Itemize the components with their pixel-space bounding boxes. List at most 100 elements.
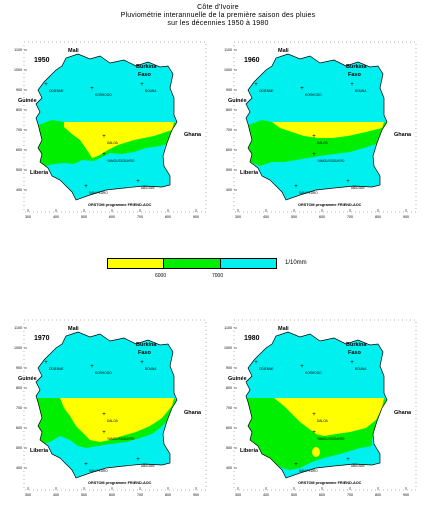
country-label-ghana: Ghana xyxy=(184,410,202,416)
country-border xyxy=(245,53,388,201)
x-tick-label: 500 xyxy=(81,493,87,497)
x-tick-label: 400 xyxy=(263,215,269,219)
city-label: BOUNA xyxy=(145,367,157,371)
y-tick-label: 1100 xyxy=(224,326,232,330)
map-year-label: 1960 xyxy=(244,57,260,64)
city-label: YAMOUSSOUKRO xyxy=(107,159,135,163)
city-label: DALOA xyxy=(317,419,329,423)
country-label-mali: Mali xyxy=(278,326,289,332)
city-label: KORHOGO xyxy=(305,371,322,375)
credit-text: ORSTOM programme FRIEND-AOC xyxy=(298,203,362,207)
city-marker: + xyxy=(350,360,354,366)
city-label: DALOA xyxy=(317,141,329,145)
y-tick-label: 600 xyxy=(16,426,22,430)
city-label: ABIDJAN xyxy=(141,464,155,468)
country-label-mali: Mali xyxy=(68,326,79,332)
city-marker: + xyxy=(300,86,304,92)
country-label-faso: Faso xyxy=(138,350,151,356)
y-tick-label: 800 xyxy=(226,108,232,112)
country-label-ghana: Ghana xyxy=(184,132,202,138)
rainfall-map-1980: 1100 1000 900 800 700 600 500 400 300 400 500 600 70… xyxy=(224,319,417,497)
city-marker: + xyxy=(346,179,350,185)
title-line-3: sur les décennies 1950 à 1980 xyxy=(167,20,269,27)
x-tick-label: 600 xyxy=(109,493,115,497)
country-label-burkina: Burkina xyxy=(346,64,367,70)
city-label: BOUNA xyxy=(355,89,367,93)
country-label-liberia: Liberia xyxy=(30,448,49,454)
country-label-ghana: Ghana xyxy=(394,410,412,416)
city-label: KORHOGO xyxy=(95,371,112,375)
city-label: SAN PEDRO xyxy=(89,191,108,195)
legend-swatch-low xyxy=(108,259,164,268)
zone-low-rainfall xyxy=(274,398,384,436)
map-year-label: 1950 xyxy=(34,57,50,64)
x-tick-label: 500 xyxy=(81,215,87,219)
y-tick-label: 600 xyxy=(226,426,232,430)
y-tick-label: 700 xyxy=(226,406,232,410)
y-tick-label: 400 xyxy=(16,188,22,192)
y-tick-label: 1000 xyxy=(14,346,22,350)
city-marker: + xyxy=(44,82,48,88)
city-marker: + xyxy=(294,184,298,190)
x-tick-label: 900 xyxy=(193,493,199,497)
city-label: SAN PEDRO xyxy=(299,469,318,473)
title-line-1: Côte d'Ivoire xyxy=(197,4,239,11)
rainfall-zones xyxy=(36,54,177,200)
legend-swatch-high xyxy=(219,259,276,268)
city-label: ABIDJAN xyxy=(351,186,365,190)
y-tick-label: 1100 xyxy=(14,326,22,330)
credit-text: ORSTOM programme FRIEND-AOC xyxy=(298,481,362,485)
y-tick-label: 1000 xyxy=(224,68,232,72)
city-marker: + xyxy=(90,364,94,370)
map-year-label: 1970 xyxy=(34,335,50,342)
x-tick-label: 700 xyxy=(347,493,353,497)
zone-low-rainfall-spot xyxy=(312,447,320,457)
city-marker: + xyxy=(140,82,144,88)
y-tick-label: 900 xyxy=(16,88,22,92)
y-tick-label: 800 xyxy=(226,386,232,390)
map-year-label: 1980 xyxy=(244,335,260,342)
city-marker: + xyxy=(102,134,106,140)
country-label-faso: Faso xyxy=(138,72,151,78)
city-marker: + xyxy=(90,86,94,92)
city-label: ABIDJAN xyxy=(141,186,155,190)
credit-text: ORSTOM programme FRIEND-AOC xyxy=(88,203,152,207)
country-label-faso: Faso xyxy=(348,350,361,356)
rainfall-map-1960: 1100 1000 900 800 700 600 500 400 300 400 500 600 70… xyxy=(224,41,417,219)
x-tick-label: 400 xyxy=(263,493,269,497)
city-marker: + xyxy=(312,412,316,418)
y-tick-label: 900 xyxy=(16,366,22,370)
city-label: ODIENNE xyxy=(49,89,64,93)
city-label: ODIENNE xyxy=(49,367,64,371)
y-tick-label: 500 xyxy=(16,168,22,172)
y-tick-label: 400 xyxy=(226,188,232,192)
rainfall-map-1970: 1100 1000 900 800 700 600 500 400 300 400 500 600 70… xyxy=(14,319,207,497)
zone-low-rainfall xyxy=(64,122,174,158)
city-label: SAN PEDRO xyxy=(89,469,108,473)
city-marker: + xyxy=(102,412,106,418)
country-border xyxy=(35,331,178,479)
city-marker: + xyxy=(84,462,88,468)
city-marker: + xyxy=(294,462,298,468)
x-tick-label: 500 xyxy=(291,493,297,497)
title-line-2: Pluviométrie interannuelle de la premièr… xyxy=(120,12,316,19)
city-marker: + xyxy=(84,184,88,190)
country-border xyxy=(245,331,388,479)
x-tick-label: 800 xyxy=(165,215,171,219)
country-label-burkina: Burkina xyxy=(136,342,157,348)
x-tick-label: 800 xyxy=(165,493,171,497)
x-tick-label: 400 xyxy=(53,215,59,219)
x-tick-label: 800 xyxy=(375,215,381,219)
x-tick-label: 300 xyxy=(25,215,31,219)
rainfall-map-1950: 1100 1000 900 800 700 600 500 400 300 400 500 600 70… xyxy=(14,41,207,219)
legend-swatch-mid xyxy=(163,259,220,268)
city-label: KORHOGO xyxy=(95,93,112,97)
y-tick-label: 500 xyxy=(226,446,232,450)
y-tick-label: 700 xyxy=(16,128,22,132)
city-marker: + xyxy=(102,430,106,436)
country-label-guinee: Guinée xyxy=(228,98,247,104)
credit-text: ORSTOM programme FRIEND-AOC xyxy=(88,481,152,485)
y-tick-label: 1000 xyxy=(14,68,22,72)
y-tick-label: 600 xyxy=(226,148,232,152)
city-marker: + xyxy=(312,152,316,158)
